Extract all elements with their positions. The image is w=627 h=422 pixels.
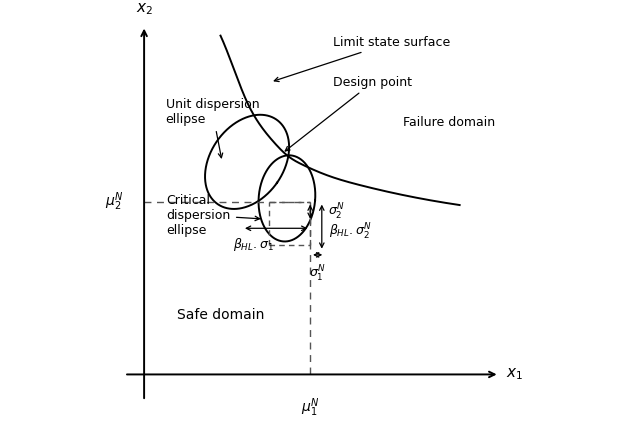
Text: $\sigma_2^N$: $\sigma_2^N$: [329, 202, 345, 222]
Text: $x_2$: $x_2$: [135, 2, 152, 17]
Text: $\beta_{HL}.\sigma_2^N$: $\beta_{HL}.\sigma_2^N$: [329, 222, 372, 242]
Text: Limit state surface: Limit state surface: [274, 36, 451, 81]
Text: $\sigma_1^N$: $\sigma_1^N$: [309, 264, 326, 284]
Text: Safe domain: Safe domain: [177, 308, 265, 322]
Text: Failure domain: Failure domain: [403, 116, 495, 129]
Text: $x_1$: $x_1$: [506, 367, 524, 382]
Text: $\beta_{HL}.\sigma_1$: $\beta_{HL}.\sigma_1$: [233, 235, 274, 253]
Text: Critical
dispersion
ellipse: Critical dispersion ellipse: [167, 194, 260, 236]
Text: $\mu_1^N$: $\mu_1^N$: [301, 396, 320, 419]
Text: $\mu_2^N$: $\mu_2^N$: [105, 190, 124, 213]
Text: Design point: Design point: [285, 76, 413, 151]
Text: Unit dispersion
ellipse: Unit dispersion ellipse: [166, 98, 260, 158]
